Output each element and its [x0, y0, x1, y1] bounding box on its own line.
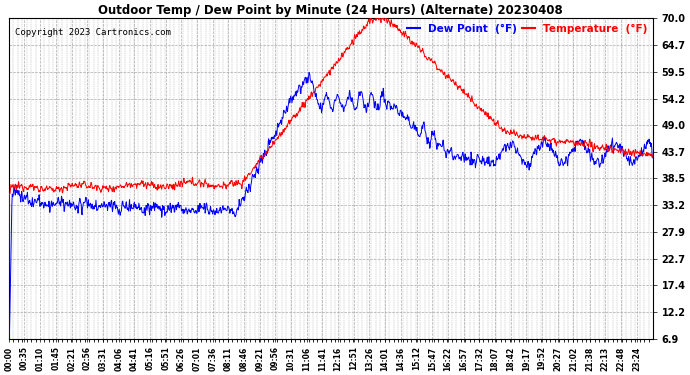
Text: Copyright 2023 Cartronics.com: Copyright 2023 Cartronics.com	[15, 28, 171, 37]
Title: Outdoor Temp / Dew Point by Minute (24 Hours) (Alternate) 20230408: Outdoor Temp / Dew Point by Minute (24 H…	[98, 4, 563, 17]
Legend: Dew Point  (°F), Temperature  (°F): Dew Point (°F), Temperature (°F)	[403, 20, 651, 38]
